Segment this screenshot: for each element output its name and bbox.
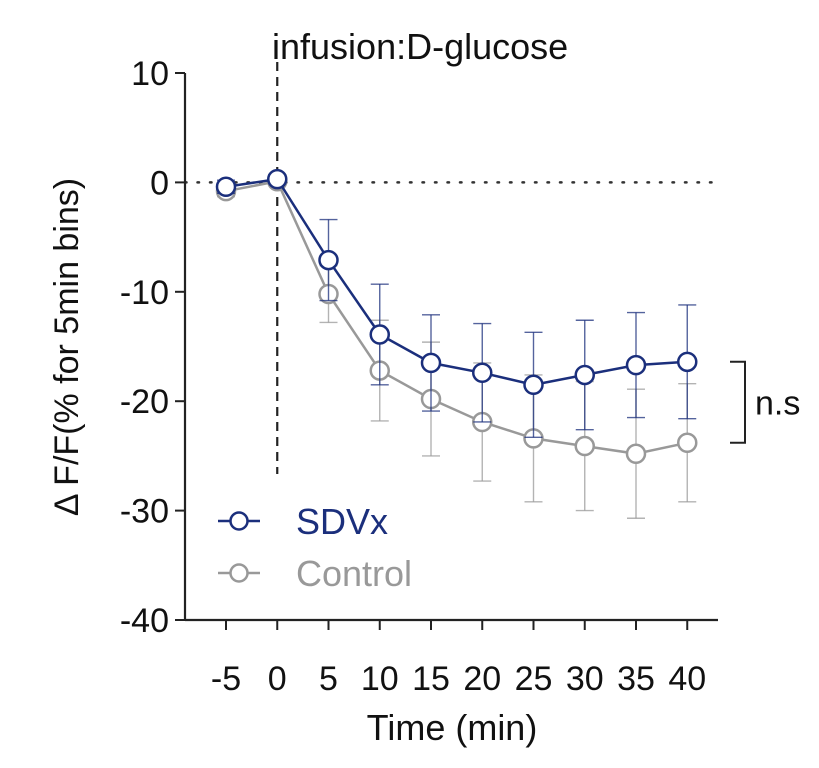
legend-item-control: Control [218, 553, 412, 594]
axes [183, 73, 718, 622]
y-tick-label: -20 [120, 383, 169, 421]
y-tick-label: 0 [150, 164, 169, 202]
x-tick-label: -5 [211, 660, 241, 698]
x-tick-label: 0 [268, 660, 287, 698]
x-tick-label: 25 [515, 660, 553, 698]
y-axis-label: Δ F/F(% for 5min bins) [48, 178, 86, 516]
data-point-sdvx [215, 176, 237, 198]
series [215, 168, 698, 519]
y-tick-label: -10 [120, 274, 169, 312]
reference-lines [183, 62, 720, 474]
x-tick-label: 30 [566, 660, 604, 698]
y-tick-label: -30 [120, 493, 169, 531]
data-point-sdvx [369, 324, 390, 345]
significance-bracket-line [730, 360, 746, 444]
x-tick-label: 15 [412, 660, 450, 698]
series-line-control [225, 179, 688, 455]
data-point-sdvx [574, 364, 595, 386]
data-point-sdvx [625, 354, 647, 376]
data-point-sdvx [677, 351, 698, 373]
data-point-sdvx [267, 168, 288, 190]
y-ticks: 10 0 -10 -20 -30 -40 [120, 55, 185, 640]
infusion-annotation: infusion:D-glucose [272, 26, 568, 67]
legend-label-sdvx: SDVx [296, 501, 388, 542]
series-control [215, 171, 698, 519]
data-point-sdvx [523, 374, 544, 396]
legend-marker-control [229, 563, 249, 583]
x-tick-label: 20 [463, 660, 501, 698]
significance-label: n.s [755, 384, 800, 422]
legend-item-sdvx: SDVx [218, 501, 388, 542]
data-point-sdvx [318, 249, 339, 271]
x-tick-label: 35 [617, 660, 655, 698]
data-point-control [625, 443, 647, 464]
data-point-control [677, 432, 698, 454]
series-line-sdvx [225, 177, 688, 387]
y-tick-label: 10 [131, 55, 169, 93]
x-ticks: -5 0 5 10 15 20 25 30 35 40 [211, 620, 706, 698]
y-tick-label: -40 [120, 602, 169, 640]
x-axis-label: Time (min) [367, 707, 538, 748]
x-tick-label: 10 [361, 660, 399, 698]
legend-label-control: Control [296, 553, 412, 594]
data-point-sdvx [472, 362, 493, 384]
series-sdvx [215, 168, 698, 439]
legend: SDVx Control [218, 501, 412, 594]
legend-marker-sdvx [229, 511, 249, 531]
data-point-control [574, 435, 595, 457]
significance-bracket: n.s [730, 360, 800, 444]
x-tick-label: 40 [668, 660, 706, 698]
data-point-sdvx [420, 352, 442, 374]
x-tick-label: 5 [319, 660, 338, 698]
